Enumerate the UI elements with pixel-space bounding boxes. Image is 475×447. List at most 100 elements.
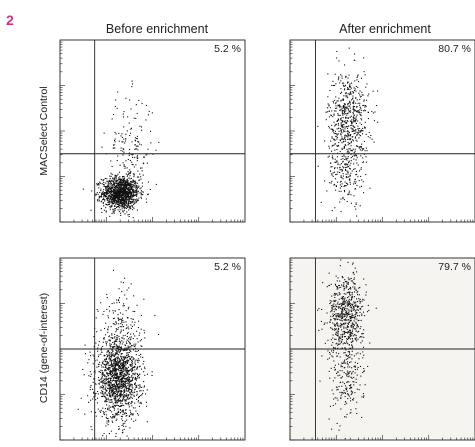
data-point: [124, 391, 126, 393]
data-point: [109, 196, 111, 198]
data-point: [349, 111, 351, 113]
data-point: [133, 394, 135, 396]
data-point: [123, 200, 125, 202]
data-point: [124, 422, 126, 424]
data-point: [105, 196, 107, 198]
data-point: [356, 412, 358, 414]
data-point: [112, 385, 114, 387]
data-point: [109, 355, 111, 357]
data-point: [344, 181, 346, 183]
data-point: [356, 325, 358, 327]
data-point: [119, 372, 121, 374]
data-point: [109, 187, 111, 189]
data-point: [356, 134, 358, 136]
data-point: [342, 82, 344, 84]
data-point: [355, 305, 357, 307]
data-point: [339, 337, 341, 339]
data-point: [352, 296, 354, 298]
data-point: [101, 416, 103, 418]
data-point: [341, 316, 343, 318]
data-point: [368, 309, 370, 311]
data-point: [117, 398, 119, 400]
data-point: [111, 386, 113, 388]
data-point: [116, 346, 118, 348]
data-point: [124, 360, 126, 362]
data-point: [109, 385, 111, 387]
data-point: [130, 368, 132, 370]
data-point: [357, 164, 359, 166]
data-point: [94, 395, 96, 397]
data-point: [115, 398, 117, 400]
data-point: [123, 184, 125, 186]
data-point: [108, 367, 110, 369]
data-point: [119, 340, 121, 342]
data-point: [330, 315, 332, 317]
data-point: [348, 125, 350, 127]
data-point: [154, 314, 156, 316]
data-point: [118, 376, 120, 378]
data-point: [320, 320, 322, 322]
data-point: [131, 375, 133, 377]
data-point: [363, 104, 365, 106]
data-point: [338, 114, 340, 116]
data-point: [361, 143, 363, 145]
data-point: [97, 184, 99, 186]
data-point: [335, 315, 337, 317]
data-point: [117, 360, 119, 362]
data-point: [332, 80, 334, 82]
data-point: [359, 298, 361, 300]
data-point: [344, 314, 346, 316]
data-point: [344, 108, 346, 110]
data-point: [328, 104, 330, 106]
data-point: [361, 300, 363, 302]
data-point: [117, 337, 119, 339]
data-point: [116, 361, 118, 363]
data-point: [361, 314, 363, 316]
data-point: [337, 334, 339, 336]
data-point: [137, 149, 139, 151]
data-point: [126, 370, 128, 372]
data-point: [359, 104, 361, 106]
data-point: [347, 112, 349, 114]
data-point: [152, 153, 154, 155]
data-point: [351, 280, 353, 282]
data-point: [129, 336, 131, 338]
data-point: [123, 186, 125, 188]
data-point: [136, 393, 138, 395]
data-point: [118, 383, 120, 385]
data-point: [367, 311, 369, 313]
data-point: [346, 152, 348, 154]
data-point: [349, 107, 351, 109]
data-point: [346, 361, 348, 363]
data-point: [121, 340, 123, 342]
data-point: [356, 155, 358, 157]
data-point: [128, 204, 130, 206]
data-point: [353, 101, 355, 103]
data-point: [136, 158, 138, 160]
data-point: [134, 144, 136, 146]
data-point: [107, 369, 109, 371]
data-point: [113, 341, 115, 343]
data-point: [124, 213, 126, 215]
data-point: [136, 200, 138, 202]
data-point: [103, 310, 105, 312]
data-point: [114, 415, 116, 417]
data-point: [342, 167, 344, 169]
data-point: [349, 179, 351, 181]
data-point: [339, 374, 341, 376]
data-point: [116, 329, 118, 331]
data-point: [120, 205, 122, 207]
data-point: [91, 190, 93, 192]
data-point: [365, 284, 367, 286]
data-point: [339, 171, 341, 173]
data-point: [360, 131, 362, 133]
data-point: [122, 367, 124, 369]
data-point: [112, 354, 114, 356]
data-point: [339, 294, 341, 296]
data-point: [108, 401, 110, 403]
data-point: [347, 300, 349, 302]
data-point: [113, 393, 115, 395]
data-point: [352, 323, 354, 325]
data-point: [119, 387, 121, 389]
data-point: [358, 330, 360, 332]
